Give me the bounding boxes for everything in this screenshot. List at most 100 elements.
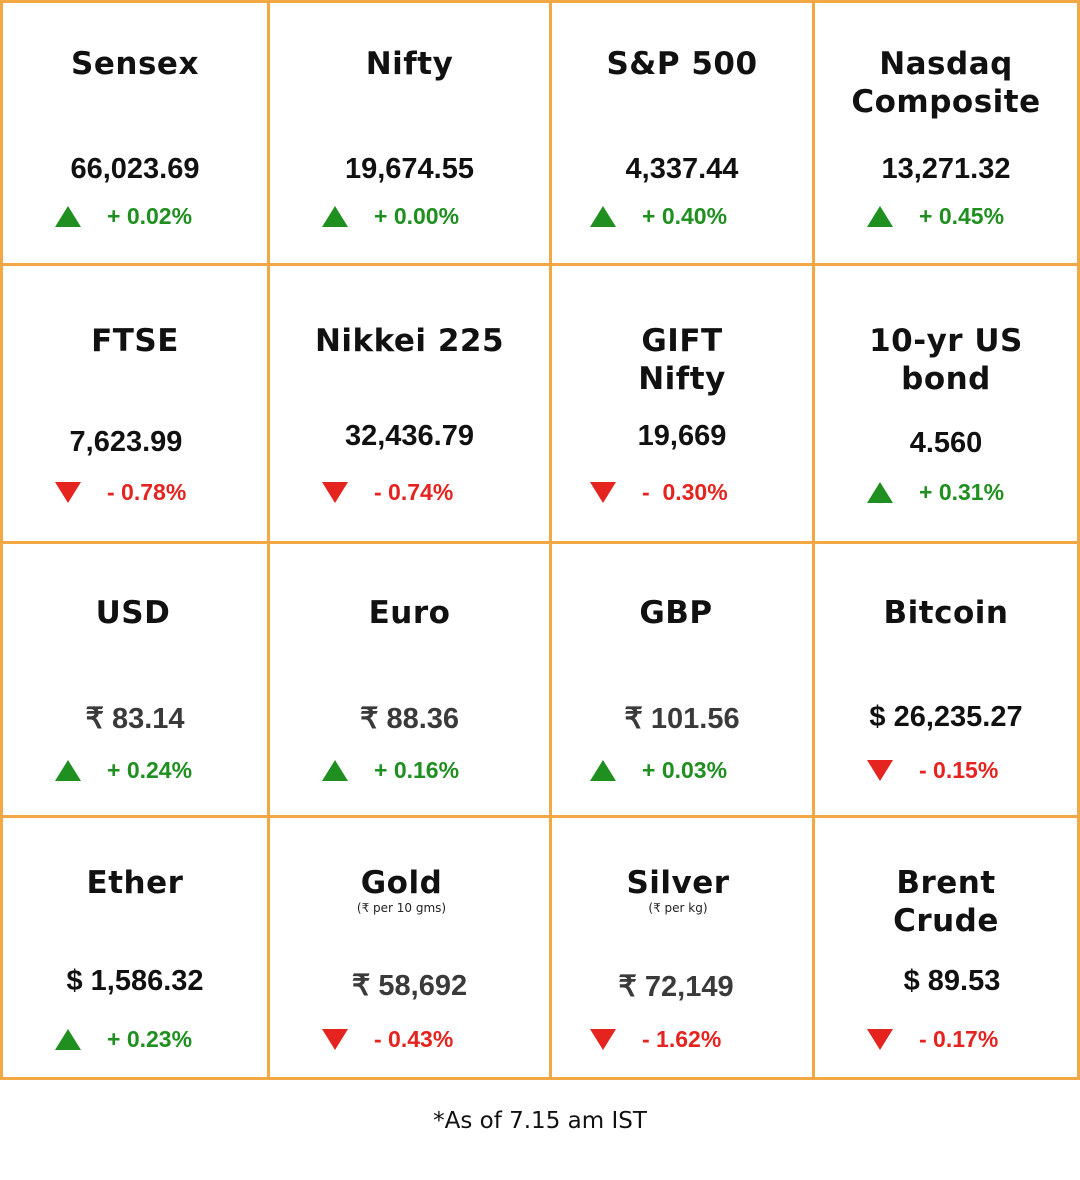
tile-value: 13,271.32 — [881, 153, 1011, 185]
tile-change: + 0.31% — [867, 477, 1004, 507]
tile-change-text: + 0.03% — [642, 756, 728, 783]
triangle-down-icon — [867, 759, 893, 781]
triangle-down-icon — [590, 1028, 616, 1050]
tile-name: Nasdaq Composite — [851, 46, 1041, 120]
tile-change-text: - 0.15% — [919, 756, 999, 783]
tile-subtitle: (₹ per 10 gms) — [356, 901, 447, 915]
tile-brent-crude: Brent Crude $ 89.53 - 0.17% — [815, 818, 1077, 1077]
triangle-up-icon — [867, 481, 893, 503]
tile-change: - 0.78% — [55, 477, 186, 507]
triangle-up-icon — [55, 205, 81, 227]
tile-value: 19,674.55 — [344, 153, 474, 185]
tile-name: Sensex — [71, 46, 199, 82]
tile-change-text: + 0.40% — [642, 202, 728, 229]
triangle-down-icon — [322, 481, 348, 503]
tile-value: 4,337.44 — [625, 153, 739, 185]
tile-name: USD — [95, 595, 171, 631]
tile-change: - 0.43% — [322, 1024, 453, 1054]
tile-name: Gold — [360, 865, 443, 901]
tile-sensex: Sensex 66,023.69 + 0.02% — [3, 3, 267, 263]
tile-change: - 0.17% — [867, 1024, 998, 1054]
triangle-up-icon — [322, 759, 348, 781]
tile-name: Silver — [626, 865, 730, 901]
tile-change: - 0.30% — [590, 477, 728, 507]
tile-change-text: + 0.23% — [107, 1025, 193, 1052]
tile-change: + 0.24% — [55, 755, 192, 785]
tile-change: + 0.00% — [322, 201, 459, 231]
tile-value: $ 26,235.27 — [869, 701, 1023, 733]
triangle-down-icon — [322, 1028, 348, 1050]
tile-value: 4.560 — [909, 427, 983, 459]
tile-name: GIFT Nifty — [638, 323, 726, 397]
tile-name: Nikkei 225 — [314, 323, 505, 359]
triangle-down-icon — [590, 481, 616, 503]
tile-bitcoin: Bitcoin $ 26,235.27 - 0.15% — [815, 544, 1077, 815]
tile-silver: Silver (₹ per kg) ₹ 72,149 - 1.62% — [552, 818, 812, 1077]
tile-change-text: - 0.30% — [642, 478, 728, 505]
tile-change-text: + 0.02% — [107, 202, 193, 229]
triangle-up-icon — [55, 1028, 81, 1050]
tile-name: Nifty — [365, 46, 454, 82]
tile-change: + 0.40% — [590, 201, 727, 231]
tile-10yr-us-bond: 10-yr US bond 4.560 + 0.31% — [815, 266, 1077, 541]
tile-usd: USD ₹ 83.14 + 0.24% — [3, 544, 267, 815]
tile-change-text: - 1.62% — [642, 1025, 722, 1052]
tile-change-text: + 0.45% — [919, 202, 1005, 229]
tile-change-text: - 0.78% — [107, 478, 187, 505]
market-grid: Sensex 66,023.69 + 0.02% Nifty 19,674.55… — [0, 0, 1080, 1080]
triangle-down-icon — [867, 1028, 893, 1050]
tile-change-text: - 0.43% — [374, 1025, 454, 1052]
tile-change-text: + 0.00% — [374, 202, 460, 229]
tile-value: ₹ 101.56 — [624, 703, 740, 735]
tile-sp500: S&P 500 4,337.44 + 0.40% — [552, 3, 812, 263]
tile-nikkei-225: Nikkei 225 32,436.79 - 0.74% — [270, 266, 549, 541]
tile-ftse: FTSE 7,623.99 - 0.78% — [3, 266, 267, 541]
tile-change-text: - 0.17% — [919, 1025, 999, 1052]
tile-value: 7,623.99 — [69, 426, 183, 458]
tile-nasdaq-composite: Nasdaq Composite 13,271.32 + 0.45% — [815, 3, 1077, 263]
tile-value: 19,669 — [637, 420, 727, 452]
tile-name: Bitcoin — [883, 595, 1009, 631]
tile-change: + 0.45% — [867, 201, 1004, 231]
triangle-down-icon — [55, 481, 81, 503]
triangle-up-icon — [867, 205, 893, 227]
tile-change: + 0.02% — [55, 201, 192, 231]
tile-change: + 0.03% — [590, 755, 727, 785]
triangle-up-icon — [590, 205, 616, 227]
tile-name: Brent Crude — [893, 865, 999, 939]
tile-value: ₹ 72,149 — [618, 971, 734, 1003]
tile-value: ₹ 88.36 — [359, 703, 460, 735]
tile-change: + 0.23% — [55, 1024, 192, 1054]
tile-change: - 0.15% — [867, 755, 998, 785]
tile-euro: Euro ₹ 88.36 + 0.16% — [270, 544, 549, 815]
tile-name: S&P 500 — [606, 46, 758, 82]
tile-ether: Ether $ 1,586.32 + 0.23% — [3, 818, 267, 1077]
tile-change-text: + 0.24% — [107, 756, 193, 783]
footnote: *As of 7.15 am IST — [433, 1108, 647, 1134]
tile-subtitle: (₹ per kg) — [648, 901, 708, 915]
triangle-up-icon — [322, 205, 348, 227]
tile-change-text: + 0.16% — [374, 756, 460, 783]
tile-gift-nifty: GIFT Nifty 19,669 - 0.30% — [552, 266, 812, 541]
triangle-up-icon — [55, 759, 81, 781]
tile-change: - 0.74% — [322, 477, 453, 507]
tile-name: FTSE — [91, 323, 179, 359]
tile-name: GBP — [639, 595, 713, 631]
tile-value: ₹ 83.14 — [85, 703, 185, 735]
tile-value: 32,436.79 — [344, 420, 474, 452]
tile-change-text: - 0.74% — [374, 478, 454, 505]
tile-nifty: Nifty 19,674.55 + 0.00% — [270, 3, 549, 263]
tile-change-text: + 0.31% — [919, 478, 1005, 505]
tile-value: ₹ 58,692 — [351, 970, 468, 1002]
tile-name: 10-yr US bond — [869, 323, 1023, 397]
tile-gold: Gold (₹ per 10 gms) ₹ 58,692 - 0.43% — [270, 818, 549, 1077]
tile-value: $ 89.53 — [903, 965, 1001, 997]
tile-name: Euro — [368, 595, 451, 631]
tile-change: + 0.16% — [322, 755, 459, 785]
tile-name: Ether — [86, 865, 184, 901]
triangle-up-icon — [590, 759, 616, 781]
tile-value: 66,023.69 — [70, 153, 200, 185]
tile-value: $ 1,586.32 — [66, 965, 204, 997]
tile-change: - 1.62% — [590, 1024, 721, 1054]
tile-gbp: GBP ₹ 101.56 + 0.03% — [552, 544, 812, 815]
